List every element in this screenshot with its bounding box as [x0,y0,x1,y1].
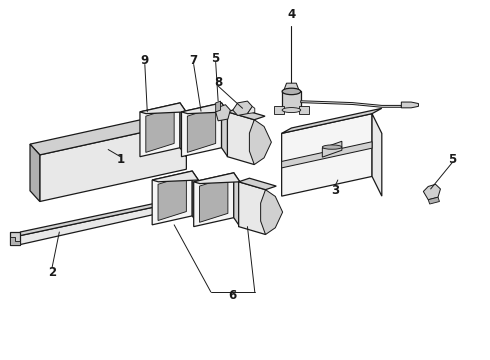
Polygon shape [146,107,174,152]
Polygon shape [233,101,252,116]
Polygon shape [20,203,172,244]
Ellipse shape [282,88,301,95]
Polygon shape [282,91,301,110]
Text: 4: 4 [287,8,295,21]
Polygon shape [180,103,186,157]
Polygon shape [20,200,172,235]
Polygon shape [40,123,186,202]
Text: 7: 7 [190,54,198,67]
Polygon shape [194,173,234,226]
Text: 5: 5 [212,52,220,65]
Polygon shape [282,142,372,168]
Polygon shape [249,120,271,165]
Polygon shape [239,182,266,234]
Polygon shape [423,184,441,200]
Polygon shape [192,171,198,225]
Polygon shape [428,197,440,204]
Polygon shape [282,108,382,134]
Polygon shape [221,103,228,157]
Polygon shape [239,178,276,190]
Polygon shape [299,107,309,114]
Ellipse shape [322,145,342,149]
Polygon shape [284,83,299,90]
Text: 9: 9 [141,54,149,67]
Polygon shape [216,105,230,121]
Polygon shape [30,112,186,155]
Text: 8: 8 [214,76,222,89]
Polygon shape [30,144,40,202]
Polygon shape [301,101,401,107]
Polygon shape [199,177,228,222]
Polygon shape [10,237,20,244]
Polygon shape [216,101,220,112]
Text: 6: 6 [229,289,237,302]
Polygon shape [401,102,418,108]
Polygon shape [152,171,192,225]
Polygon shape [261,190,283,234]
Polygon shape [181,103,221,157]
Text: 5: 5 [448,153,457,166]
Text: 3: 3 [331,184,340,197]
Polygon shape [194,173,240,184]
Polygon shape [140,103,180,157]
Polygon shape [234,173,240,226]
Polygon shape [247,107,255,114]
Polygon shape [227,112,254,165]
Polygon shape [152,171,198,182]
Polygon shape [181,103,228,114]
Polygon shape [322,141,342,157]
Polygon shape [158,175,186,221]
Polygon shape [372,114,382,196]
Polygon shape [274,107,284,114]
Text: 1: 1 [116,153,124,166]
Ellipse shape [282,108,301,113]
Polygon shape [172,200,186,211]
Text: 2: 2 [48,266,56,279]
Polygon shape [187,107,216,152]
Polygon shape [227,108,265,120]
Polygon shape [10,232,20,244]
Polygon shape [140,103,186,114]
Polygon shape [282,114,372,196]
